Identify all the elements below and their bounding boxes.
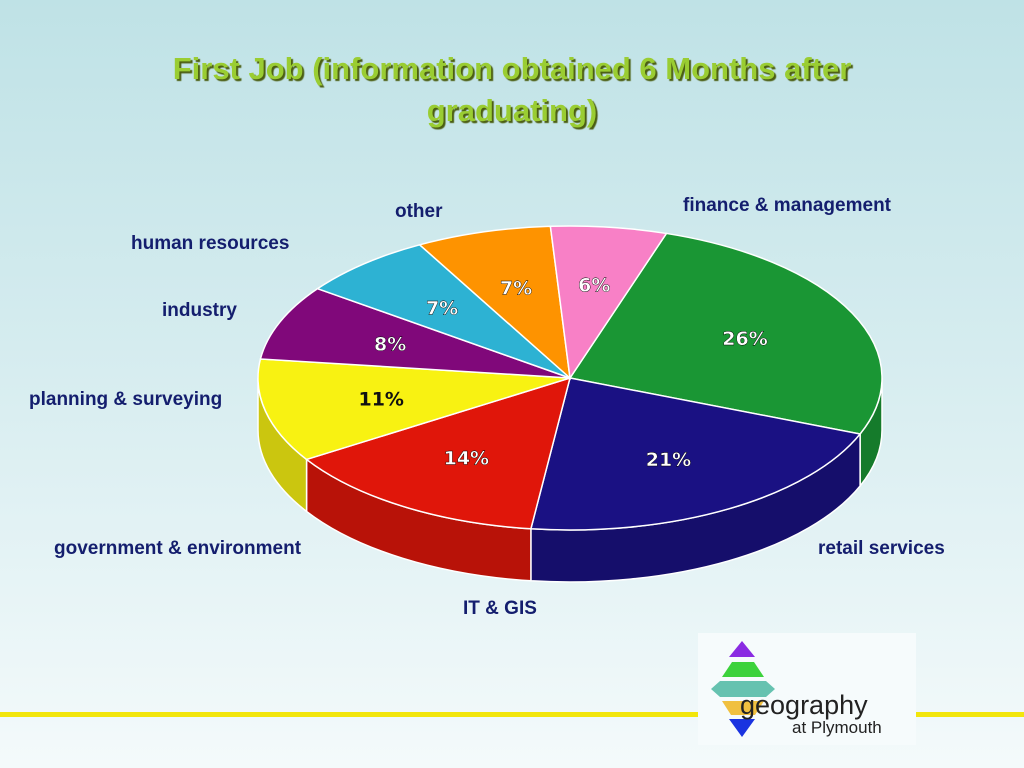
slice-it-gis — [304, 376, 572, 530]
label-industry: industry — [162, 300, 237, 321]
slice-industry — [315, 243, 571, 379]
slice-planning-surveying — [259, 287, 571, 379]
slice-value-government-environment: 11% — [358, 389, 403, 411]
logo-mark — [711, 641, 775, 737]
label-finance-management: finance & management — [683, 195, 891, 216]
pie-side-layer — [257, 377, 883, 583]
slice-human-resources — [418, 225, 572, 380]
slice-other — [549, 225, 668, 381]
slice-government-environment — [257, 358, 571, 461]
slice-value-retail-services: 21% — [646, 449, 691, 471]
geography-logo — [698, 633, 916, 745]
slice-value-other: 6% — [578, 275, 610, 297]
slice-retail-services — [529, 377, 862, 531]
label-human-resources: human resources — [131, 233, 290, 254]
slice-value-human-resources: 7% — [500, 278, 532, 300]
slice-value-industry: 7% — [426, 297, 458, 319]
slide-title: First Job (information obtained 6 Months… — [172, 51, 852, 128]
label-planning-surveying: planning & surveying — [29, 389, 223, 410]
pie-percent-layer: 26% 21% 14% 11% 8% 7% 7% 6% — [358, 274, 767, 471]
footer-divider — [0, 712, 1024, 717]
slice-value-finance-management: 26% — [722, 328, 767, 350]
slice-value-planning-surveying: 8% — [374, 333, 406, 355]
pie-top-layer — [257, 225, 883, 531]
slice-finance-management — [568, 232, 883, 435]
slice-value-it-gis: 14% — [444, 448, 489, 470]
logo-subword: at Plymouth — [792, 718, 882, 737]
label-other: other — [395, 201, 443, 222]
label-retail-services: retail services — [818, 538, 945, 559]
label-government-environment: government & environment — [54, 538, 302, 559]
label-it-gis: IT & GIS — [463, 598, 537, 619]
logo-word: geography — [740, 690, 868, 720]
